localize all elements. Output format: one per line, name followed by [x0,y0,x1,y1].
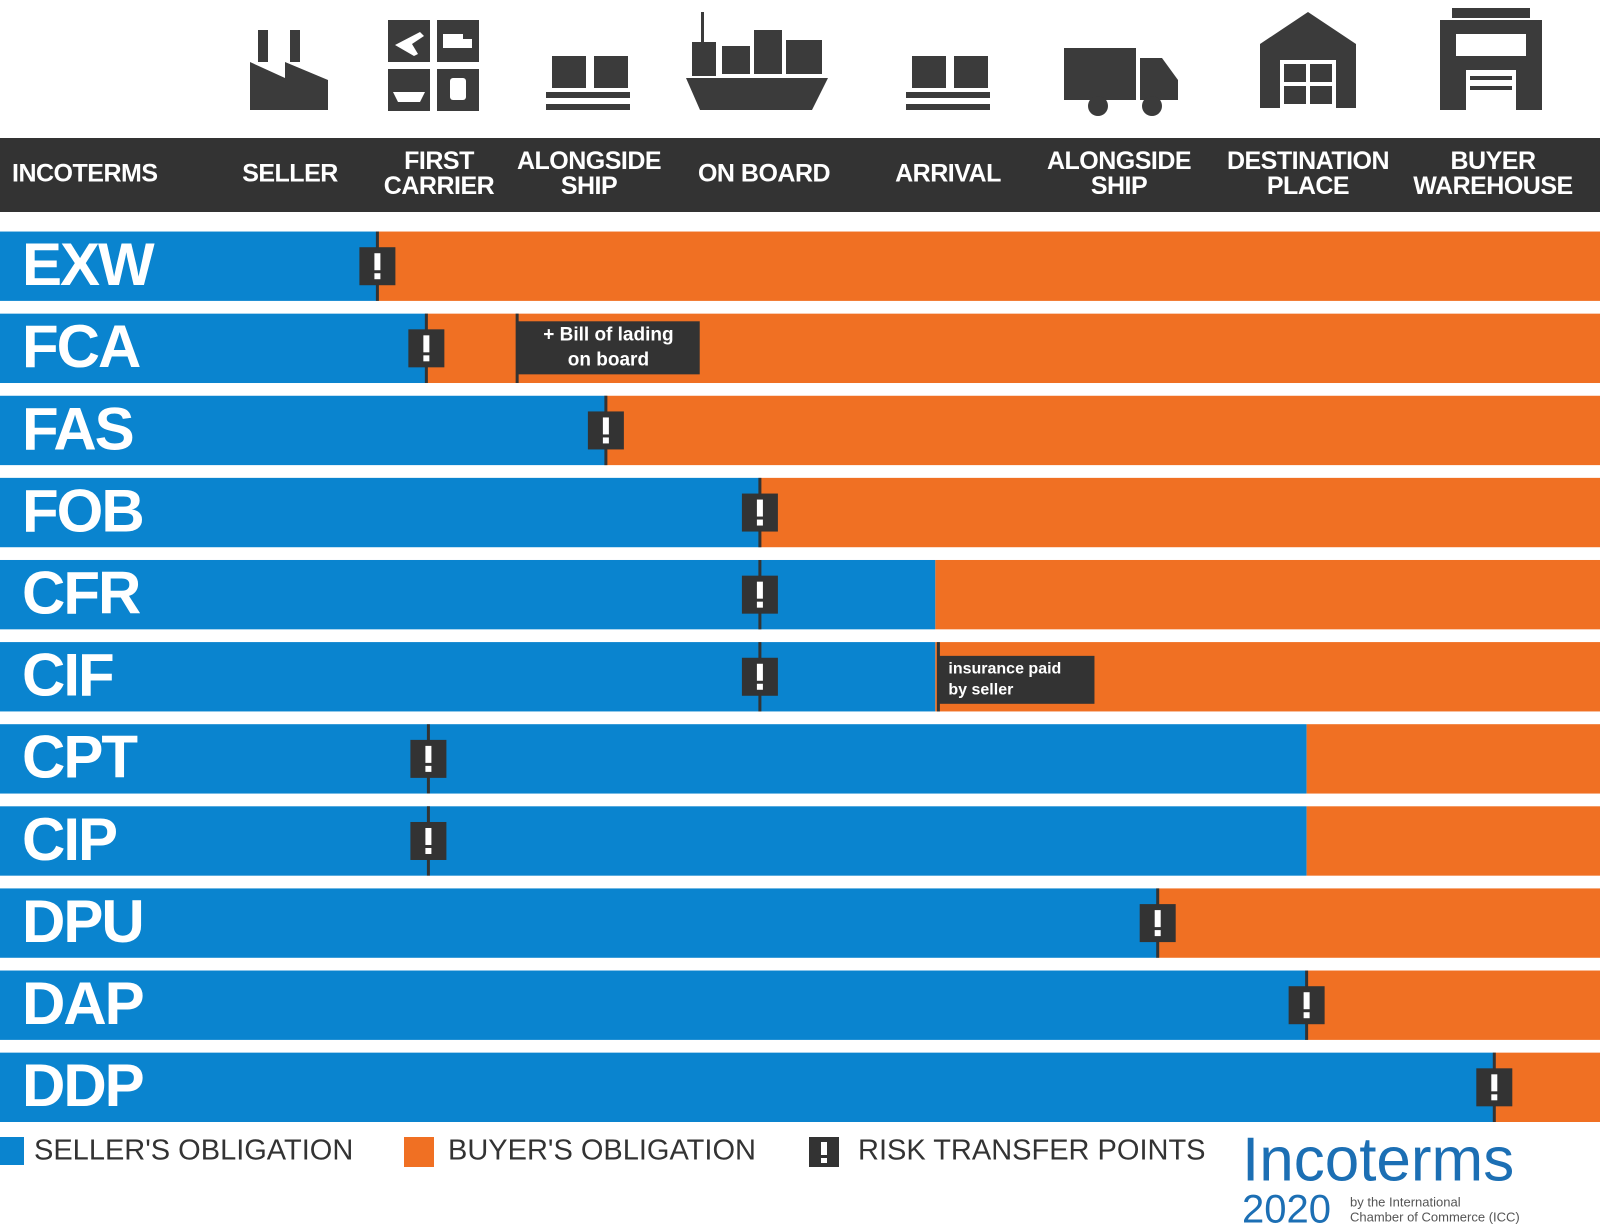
legend-icon [821,1158,827,1163]
risk-icon [756,683,763,690]
legend-icon [821,1142,827,1155]
icons [250,8,1542,116]
header-label: SHIP [561,172,617,200]
seller-bar [0,642,936,712]
pallet-icon [906,56,990,110]
factory-icon [250,30,328,110]
risk-icon [1491,1094,1498,1101]
incoterm-code: CPT [22,724,137,791]
risk-icon [374,253,381,271]
header-label: ALONGSIDE [1047,147,1191,175]
risk-icon [756,601,763,608]
seller-bar [0,806,1307,876]
risk-icon [425,745,432,763]
seller-bar [0,477,760,548]
header-label: PLACE [1267,172,1349,200]
seller-bar [0,1052,1495,1122]
risk-icon [423,335,430,353]
risk-icon [756,499,763,517]
ship-icon [686,12,828,110]
risk-icon [374,273,381,280]
legend-swatch [404,1137,434,1167]
incoterm-code: CIP [22,806,116,873]
seller-bar [0,313,427,384]
risk-icon [423,355,430,362]
header-label: ARRIVAL [895,160,1001,188]
logo-year: 2020 [1242,1188,1331,1226]
header-label: SELLER [242,160,338,188]
risk-icon [1154,910,1161,928]
legend: SELLER'S OBLIGATION BUYER'S OBLIGATION R… [0,1135,1206,1167]
buyer-bar [377,231,1600,301]
risk-icon [602,417,609,435]
incoterm-code: EXW [22,231,155,298]
incoterm-code: FOB [22,477,143,544]
incoterm-code: CIF [22,642,113,709]
risk-icon [1154,930,1161,937]
header-label: WAREHOUSE [1413,172,1572,200]
note-box [938,655,1095,704]
header-label: ON BOARD [698,160,830,188]
legend-label: RISK TRANSFER POINTS [858,1135,1206,1167]
seller-bar [0,231,378,301]
incoterm-code: DDP [22,1052,143,1119]
risk-icon [756,581,763,599]
seller-bar [0,724,1307,794]
logo-by: by the International [1350,1194,1461,1209]
header-label: DESTINATION [1227,147,1389,175]
risk-icon [425,765,432,772]
risk-icon [756,519,763,526]
risk-icon [1303,1012,1310,1019]
buyer-bar [1157,888,1600,958]
buyer-bar [759,477,1600,548]
legend-label: SELLER'S OBLIGATION [34,1135,353,1167]
header-label: BUYER [1450,147,1535,175]
risk-icon [602,437,609,444]
risk-icon [756,663,763,681]
warehouse-icon [1260,12,1356,108]
pallet-icon [546,56,630,110]
buyer-bar [605,395,1600,466]
logo-by: Chamber of Commerce (ICC) [1350,1209,1520,1224]
buyer-bar [1306,724,1600,794]
legend-label: BUYER'S OBLIGATION [448,1135,756,1167]
logo-brand: Incoterms [1242,1125,1514,1194]
header-band [0,138,1600,212]
note-text: + Bill of lading [543,324,673,345]
risk-icon [425,847,432,854]
risk-icon [1491,1074,1498,1092]
buyer-bar [1306,970,1600,1040]
risk-icon [425,827,432,845]
note-text: on board [568,349,649,370]
note-text: insurance paid [948,661,1061,678]
incoterm-code: FCA [22,313,140,380]
header-label: CARRIER [384,172,495,200]
risk-icon [1303,992,1310,1010]
building-icon [1440,8,1542,110]
legend-swatch [0,1137,24,1165]
seller-bar [0,970,1307,1040]
carrier-icon [388,20,479,111]
logo: Incoterms 2020 by the International Cham… [1242,1125,1520,1226]
seller-bar [0,559,936,630]
header-label: ALONGSIDE [517,147,661,175]
incoterm-code: FAS [22,395,133,462]
incoterm-code: DAP [22,970,143,1037]
buyer-bar [935,559,1600,630]
note-text: by seller [948,682,1013,699]
buyer-bar [1306,806,1600,876]
header-label: SHIP [1091,172,1147,200]
incoterm-code: DPU [22,888,143,955]
header-label: FIRST [404,147,474,175]
truck-icon [1064,48,1178,116]
seller-bar [0,395,606,466]
note-box [517,321,700,375]
header-label: INCOTERMS [12,160,158,188]
seller-bar [0,888,1158,958]
incoterm-code: CFR [22,560,141,627]
